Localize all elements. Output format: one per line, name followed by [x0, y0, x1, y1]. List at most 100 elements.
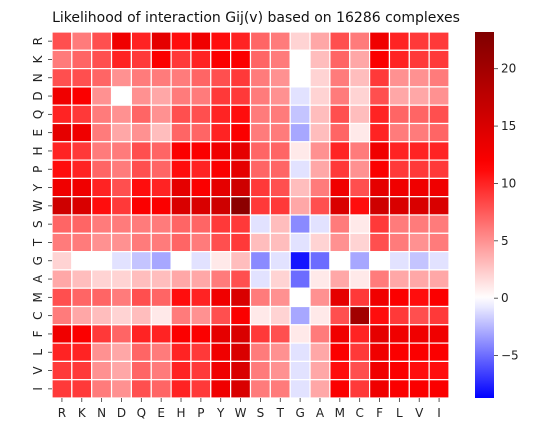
heatmap-cell [190, 141, 212, 161]
heatmap-cell [150, 31, 172, 51]
heatmap-cell [230, 86, 252, 106]
x-tick-label: W [235, 406, 247, 420]
heatmap-cell [150, 232, 172, 253]
heatmap-cell [269, 159, 291, 180]
heatmap-cell [230, 324, 252, 344]
heatmap-cell [130, 49, 152, 70]
heatmap-cell [369, 177, 391, 198]
heatmap-cell [309, 251, 331, 271]
heatmap-cell [269, 251, 291, 271]
heatmap-cell [428, 122, 450, 143]
heatmap-cell [51, 287, 73, 308]
heatmap-cell [190, 86, 212, 106]
heatmap-cell [388, 122, 410, 143]
heatmap-cell [170, 287, 192, 308]
heatmap-cell [110, 31, 133, 51]
heatmap-cell [309, 360, 331, 381]
heatmap-cell [71, 49, 93, 70]
heatmap-cell [269, 141, 291, 161]
x-tick-label: S [257, 406, 265, 420]
heatmap-cell [91, 122, 113, 143]
heatmap-cell [329, 177, 351, 198]
heatmap-cell [51, 122, 73, 143]
heatmap-cell [71, 159, 93, 180]
heatmap-cell [408, 251, 430, 271]
heatmap-cell [269, 379, 291, 399]
heatmap-cell [150, 141, 172, 161]
heatmap-cell [210, 31, 232, 51]
heatmap-cell [349, 67, 371, 88]
heatmap-cell [51, 324, 73, 344]
heatmap-cell [91, 86, 113, 106]
heatmap-cell [150, 122, 172, 143]
heatmap-cell [289, 269, 311, 289]
heatmap-cell [388, 104, 410, 125]
heatmap-cell [51, 31, 73, 51]
heatmap-cell [51, 269, 73, 289]
heatmap-cell [170, 104, 192, 125]
x-tick-label: E [157, 406, 165, 420]
heatmap-cell [110, 49, 133, 70]
heatmap-cell [51, 159, 73, 180]
heatmap-cell [309, 122, 331, 143]
heatmap-cell [428, 67, 450, 88]
heatmap-cell [309, 379, 331, 399]
heatmap-cell [388, 379, 410, 399]
heatmap-cell [190, 251, 212, 271]
heatmap-cell [91, 177, 113, 198]
heatmap-cell [249, 287, 271, 308]
heatmap-cell [130, 196, 152, 216]
y-tick-label: F [31, 330, 45, 337]
heatmap-cell [91, 379, 113, 399]
heatmap-cell [190, 287, 212, 308]
heatmap-cell [210, 232, 232, 253]
y-tick-label: L [31, 349, 45, 356]
heatmap-cell [428, 49, 450, 70]
heatmap-cell [309, 269, 331, 289]
heatmap-cell [289, 342, 311, 363]
colorbar-tick-label: 15 [501, 119, 516, 133]
heatmap-cell [210, 49, 232, 70]
heatmap-cell [130, 379, 152, 399]
heatmap-cell [190, 196, 212, 216]
y-tick-label: H [31, 146, 45, 155]
heatmap-cell [428, 360, 450, 381]
heatmap-cell [190, 214, 212, 234]
heatmap-cell [170, 86, 192, 106]
y-tick-label: S [31, 220, 45, 228]
heatmap-cell [51, 196, 73, 216]
heatmap-cell [71, 67, 93, 88]
x-tick-label: M [335, 406, 345, 420]
heatmap-cell [428, 324, 450, 344]
heatmap-cell [91, 360, 113, 381]
heatmap-cell [130, 232, 152, 253]
heatmap-cell [210, 177, 232, 198]
heatmap-cell [249, 214, 271, 234]
heatmap-cell [428, 342, 450, 363]
heatmap-cell [269, 67, 291, 88]
heatmap-cell [230, 122, 252, 143]
heatmap-cell [249, 196, 271, 216]
colorbar-tick-label: 10 [501, 176, 516, 190]
heatmap-cell [369, 67, 391, 88]
heatmap-cell [249, 122, 271, 143]
heatmap-cell [91, 49, 113, 70]
heatmap-cell [51, 379, 73, 399]
heatmap-cell [369, 31, 391, 51]
heatmap-cell [428, 269, 450, 289]
heatmap-cell [150, 86, 172, 106]
heatmap-cell [388, 324, 410, 344]
heatmap-cell [269, 86, 291, 106]
heatmap-cell [249, 232, 271, 253]
heatmap-cell [329, 232, 351, 253]
heatmap-cell [269, 31, 291, 51]
heatmap-cell [408, 49, 430, 70]
heatmap-cell [130, 122, 152, 143]
heatmap-cell [51, 104, 73, 125]
heatmap-cell [428, 214, 450, 234]
heatmap-cell [369, 104, 391, 125]
heatmap-cell [309, 232, 331, 253]
heatmap-cell [309, 305, 331, 326]
heatmap-cell [428, 159, 450, 180]
